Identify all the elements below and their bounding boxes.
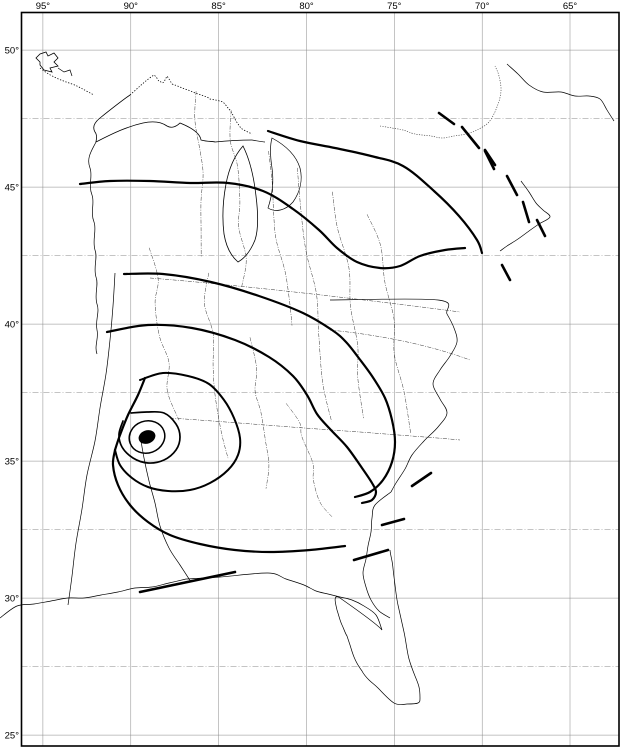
svg-text:40°: 40° bbox=[5, 320, 20, 331]
svg-text:95°: 95° bbox=[36, 1, 51, 12]
svg-text:50°: 50° bbox=[5, 46, 20, 57]
svg-text:70°: 70° bbox=[475, 1, 490, 12]
svg-text:65°: 65° bbox=[563, 1, 578, 12]
svg-text:85°: 85° bbox=[211, 1, 226, 12]
svg-text:35°: 35° bbox=[5, 457, 20, 468]
svg-text:75°: 75° bbox=[387, 1, 402, 12]
svg-text:90°: 90° bbox=[124, 1, 139, 12]
svg-text:80°: 80° bbox=[299, 1, 314, 12]
svg-text:25°: 25° bbox=[5, 731, 20, 742]
svg-text:30°: 30° bbox=[5, 594, 20, 605]
svg-text:45°: 45° bbox=[5, 183, 20, 194]
